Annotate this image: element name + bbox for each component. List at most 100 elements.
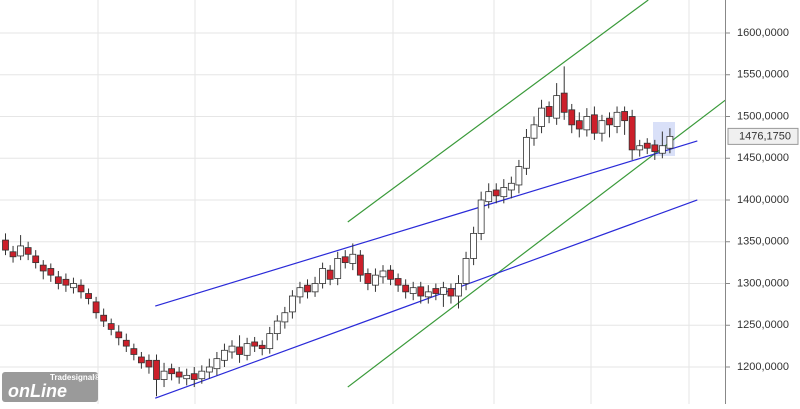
candle-body bbox=[85, 293, 92, 299]
candle-body bbox=[409, 287, 417, 294]
y-tick-label: 1200,0000 bbox=[737, 361, 789, 373]
candle-body bbox=[598, 120, 606, 134]
candle-body bbox=[145, 359, 153, 368]
candle-body bbox=[462, 258, 470, 284]
candle-body bbox=[628, 116, 636, 151]
candle-body bbox=[115, 331, 123, 339]
candle-body bbox=[583, 116, 591, 131]
candle-body bbox=[538, 107, 545, 127]
candle-body bbox=[470, 232, 478, 259]
candle-body bbox=[39, 264, 47, 272]
candle-body bbox=[651, 144, 659, 152]
candle-body bbox=[319, 268, 327, 284]
candle-body bbox=[341, 256, 349, 264]
logo-name: onLine bbox=[8, 381, 67, 401]
candle-body bbox=[439, 287, 447, 295]
candle-body bbox=[432, 288, 440, 294]
candle-body bbox=[183, 374, 191, 380]
candle-body bbox=[394, 278, 402, 286]
candle-body bbox=[288, 295, 296, 313]
candle-body bbox=[17, 245, 25, 257]
logo: Tradesignal® onLine bbox=[2, 372, 100, 402]
candle-body bbox=[485, 191, 493, 203]
candle-body bbox=[160, 370, 168, 380]
candle-body bbox=[304, 284, 311, 293]
candle-body bbox=[251, 341, 259, 347]
candle-body bbox=[9, 251, 17, 258]
candle-body bbox=[575, 120, 583, 130]
candle-body bbox=[205, 366, 213, 373]
candle-body bbox=[168, 368, 176, 375]
candle-body bbox=[545, 106, 553, 117]
candle-body bbox=[507, 182, 515, 191]
candle-body bbox=[258, 344, 266, 350]
plot bbox=[2, 0, 725, 399]
y-tick-label: 1600,0000 bbox=[737, 27, 789, 39]
candle-body bbox=[137, 356, 145, 364]
trendline bbox=[155, 140, 698, 307]
candle-body bbox=[32, 255, 40, 264]
candle-body bbox=[107, 323, 115, 330]
candle-body bbox=[334, 258, 342, 279]
y-tick-label: 1250,0000 bbox=[737, 319, 789, 331]
candle-body bbox=[379, 270, 387, 278]
y-tick-label: 1500,0000 bbox=[737, 110, 789, 122]
candle-body bbox=[591, 114, 598, 134]
candle-body bbox=[228, 345, 236, 353]
candle-body bbox=[266, 333, 274, 350]
candle-body bbox=[296, 287, 304, 298]
candle-body bbox=[492, 189, 500, 197]
candle-body bbox=[198, 370, 206, 380]
candle-body bbox=[311, 283, 319, 293]
candle-body bbox=[153, 359, 160, 380]
candle-body bbox=[553, 95, 561, 119]
candle-body bbox=[92, 301, 100, 314]
candle-body bbox=[221, 349, 228, 361]
candle-body bbox=[70, 283, 77, 289]
candle-body bbox=[190, 373, 198, 380]
candle-body bbox=[402, 284, 410, 293]
candle-body bbox=[523, 136, 530, 169]
candle-body bbox=[349, 253, 357, 264]
logo-box bbox=[2, 372, 98, 402]
candle-body bbox=[621, 111, 628, 122]
candle-body bbox=[530, 124, 538, 139]
trendline bbox=[155, 199, 698, 399]
candle-body bbox=[62, 278, 70, 286]
candle-body bbox=[47, 268, 55, 276]
candle-body bbox=[636, 145, 644, 151]
candle-body bbox=[417, 286, 425, 297]
y-tick-label: 1350,0000 bbox=[737, 236, 789, 248]
candle-body bbox=[643, 142, 651, 149]
y-tick-label: 1300,0000 bbox=[737, 277, 789, 289]
candle-body bbox=[500, 187, 508, 198]
trendline bbox=[347, 0, 649, 223]
candle-body bbox=[2, 239, 9, 251]
candle-body bbox=[24, 247, 32, 255]
candle-body bbox=[281, 312, 289, 323]
y-tick-label: 1550,0000 bbox=[737, 69, 789, 81]
candle-body bbox=[455, 283, 462, 297]
candle-body bbox=[515, 166, 523, 186]
candle-body bbox=[424, 291, 432, 298]
candle-body bbox=[326, 269, 334, 280]
candle-body bbox=[122, 339, 130, 347]
y-tick-label: 1400,0000 bbox=[737, 194, 789, 206]
candle-body bbox=[447, 288, 455, 297]
candle-body bbox=[560, 92, 568, 113]
candle-body bbox=[477, 199, 485, 234]
y-tick-label: 1450,0000 bbox=[737, 152, 789, 164]
candle-body bbox=[130, 348, 138, 355]
candle-body bbox=[364, 273, 372, 284]
last-price-label: 1476,1750 bbox=[739, 130, 791, 142]
candle-body bbox=[213, 358, 221, 370]
candle-body bbox=[372, 274, 379, 286]
candle-body bbox=[568, 109, 576, 126]
candle-body bbox=[54, 276, 62, 284]
candle-body bbox=[175, 371, 183, 378]
candle-body bbox=[387, 269, 394, 280]
candle-body bbox=[356, 254, 364, 276]
candle-body bbox=[236, 346, 243, 355]
logo-brand: Tradesignal® bbox=[50, 373, 100, 382]
